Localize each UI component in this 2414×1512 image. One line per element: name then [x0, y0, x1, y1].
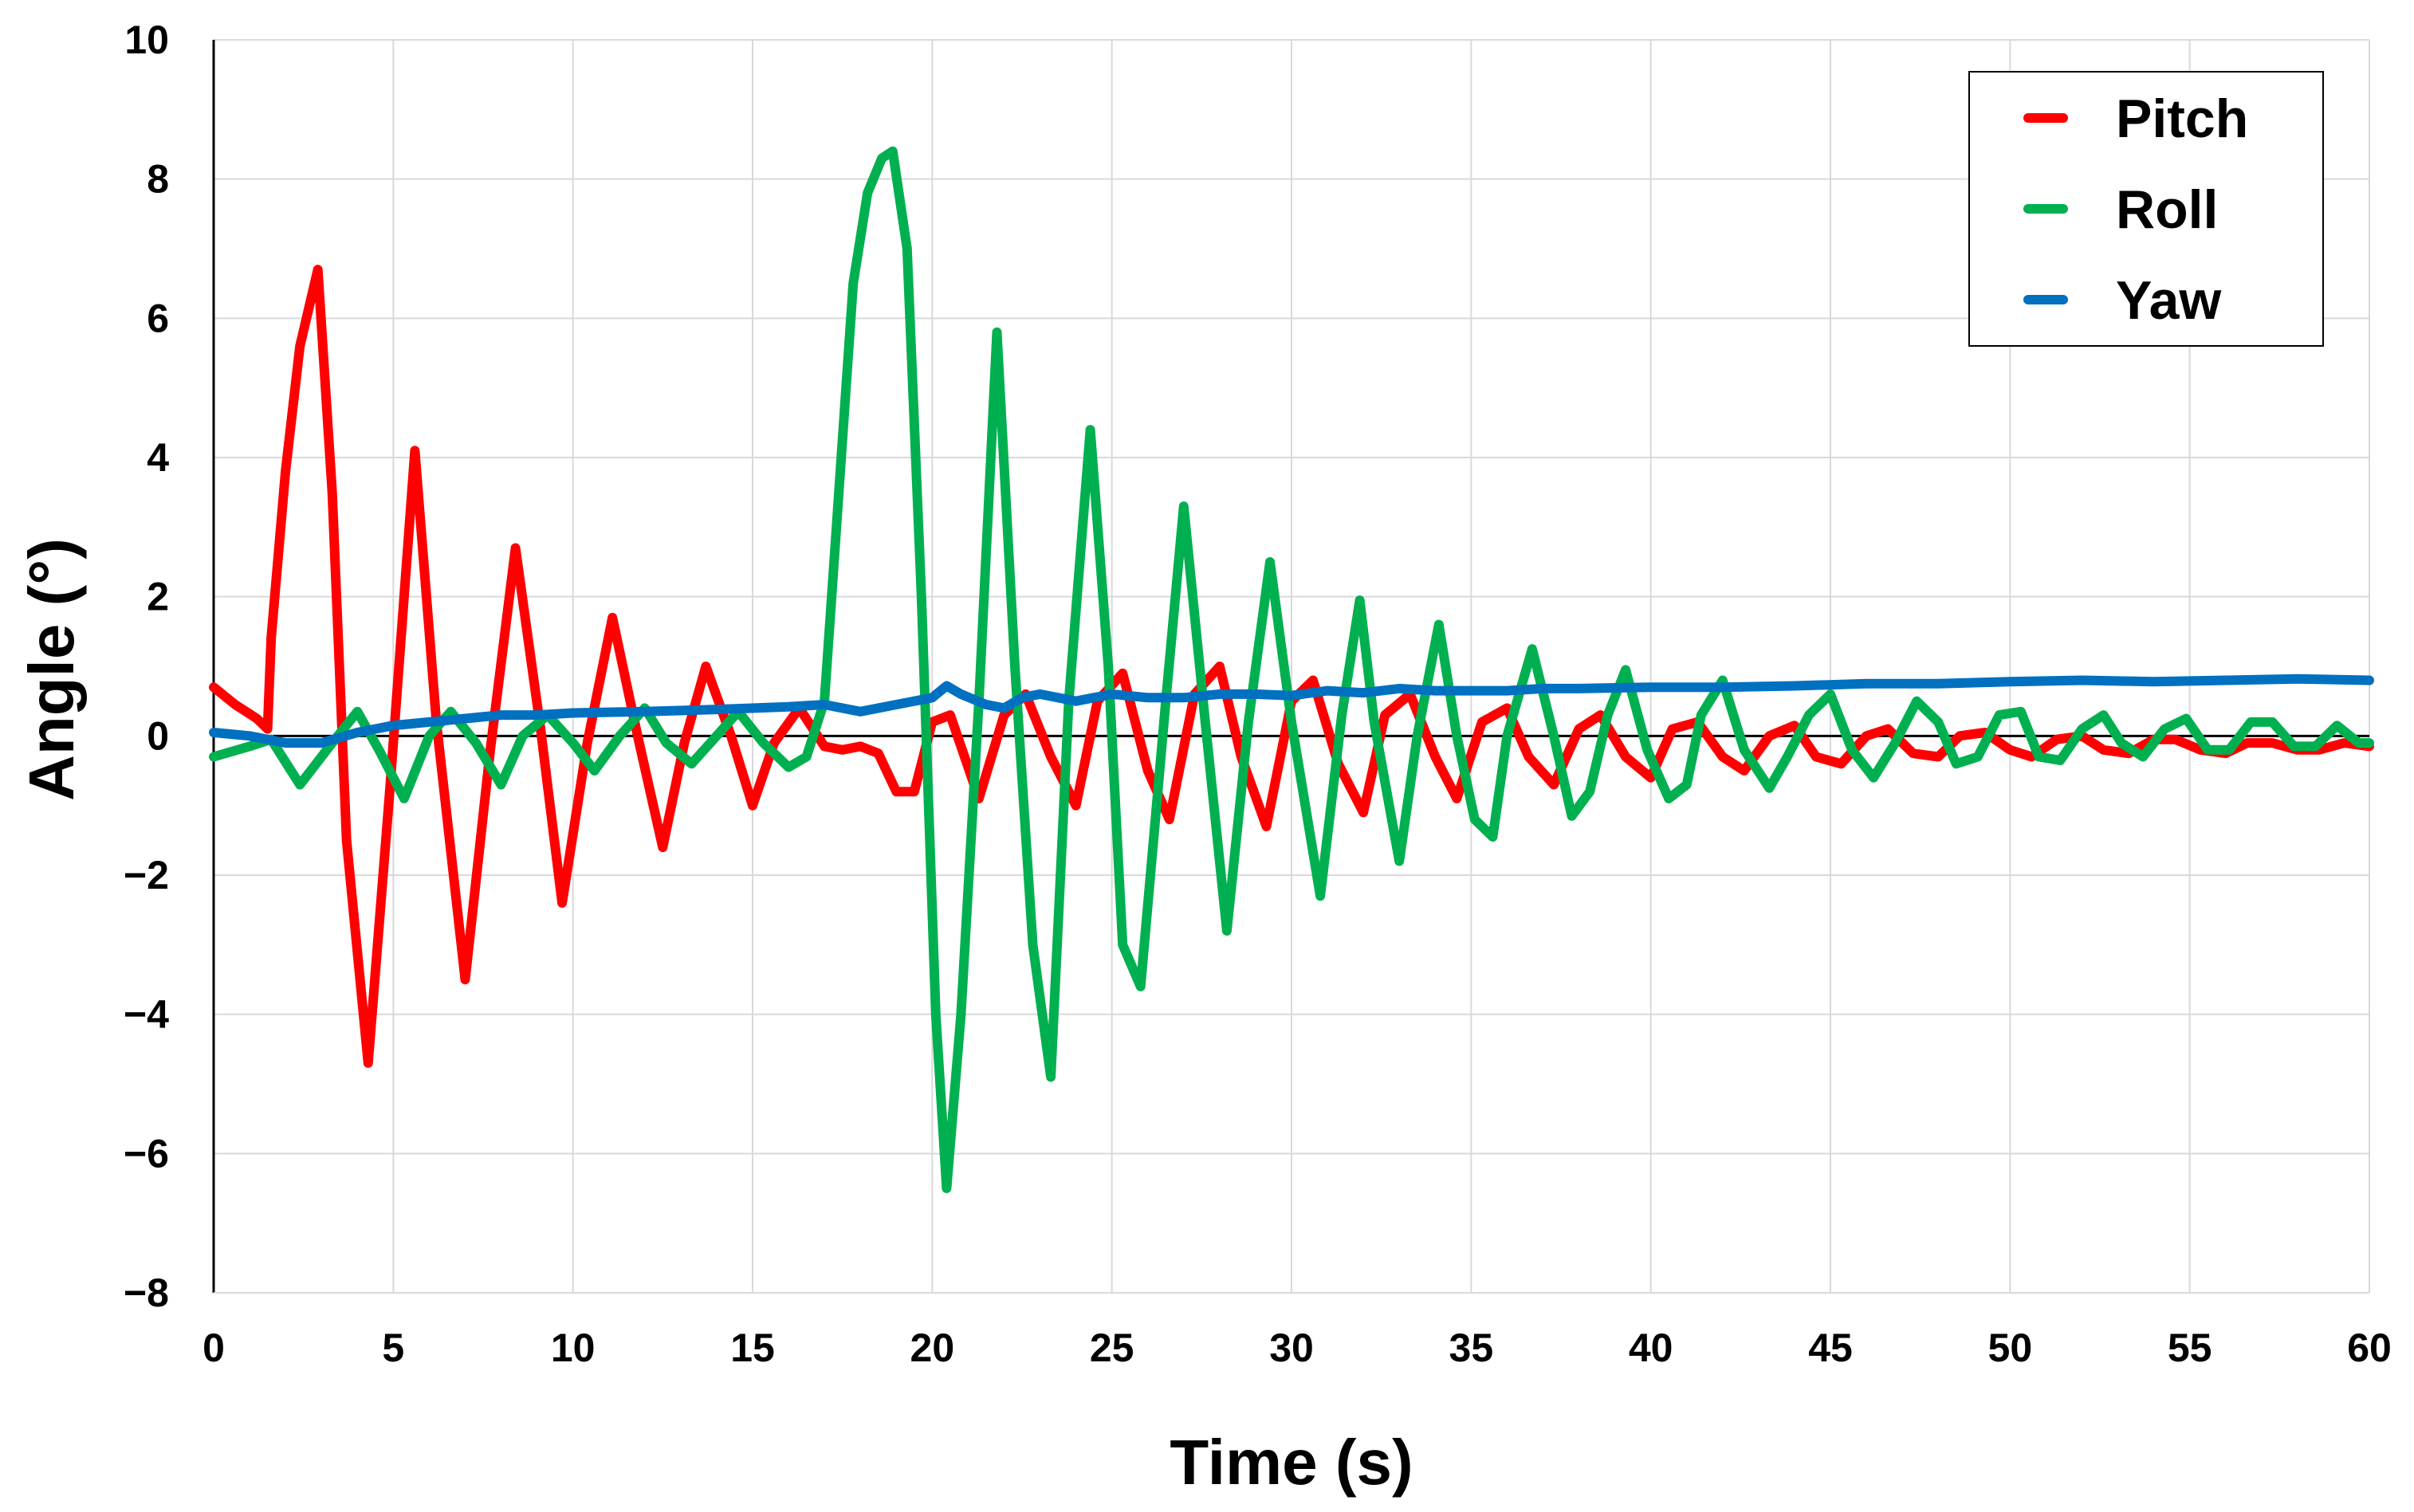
x-tick-label: 60 — [2347, 1325, 2392, 1370]
legend-label-yaw: Yaw — [2116, 270, 2222, 331]
x-tick-label: 10 — [551, 1325, 596, 1370]
x-tick-label: 40 — [1629, 1325, 1673, 1370]
y-tick-label: −8 — [124, 1270, 169, 1315]
x-tick-label: 0 — [202, 1325, 225, 1370]
x-tick-label: 15 — [730, 1325, 775, 1370]
legend-label-pitch: Pitch — [2116, 88, 2248, 149]
series-line-yaw — [209, 674, 2374, 748]
x-tick-label: 20 — [910, 1325, 955, 1370]
y-tick-label: −6 — [124, 1131, 169, 1176]
y-axis-title: Angle (°) — [16, 538, 87, 801]
x-axis-title: Time (s) — [1170, 1427, 1413, 1498]
y-tick-label: −4 — [124, 992, 169, 1037]
x-tick-label: 35 — [1449, 1325, 1494, 1370]
y-tick-label: 6 — [147, 296, 169, 340]
y-tick-label: 0 — [147, 713, 169, 758]
x-tick-label: 25 — [1090, 1325, 1134, 1370]
legend: Pitch Roll Yaw — [1968, 71, 2324, 347]
x-tick-labels: 0 5 10 15 20 25 30 35 40 45 50 55 60 — [202, 1325, 2392, 1370]
x-tick-label: 30 — [1269, 1325, 1314, 1370]
y-tick-label: −2 — [124, 853, 169, 897]
legend-label-roll: Roll — [2116, 179, 2218, 240]
series-lines — [209, 146, 2374, 1193]
x-tick-label: 5 — [382, 1325, 404, 1370]
series-line-roll — [209, 146, 2374, 1193]
y-tick-label: 2 — [147, 575, 169, 619]
y-tick-labels: −8 −6 −4 −2 0 2 4 6 8 10 — [124, 18, 169, 1315]
axes — [212, 40, 2369, 1294]
x-tick-label: 45 — [1808, 1325, 1853, 1370]
x-tick-label: 55 — [2168, 1325, 2212, 1370]
y-tick-label: 4 — [147, 435, 169, 480]
x-tick-label: 50 — [1988, 1325, 2033, 1370]
y-tick-label: 8 — [147, 157, 169, 202]
y-tick-label: 10 — [124, 18, 169, 62]
